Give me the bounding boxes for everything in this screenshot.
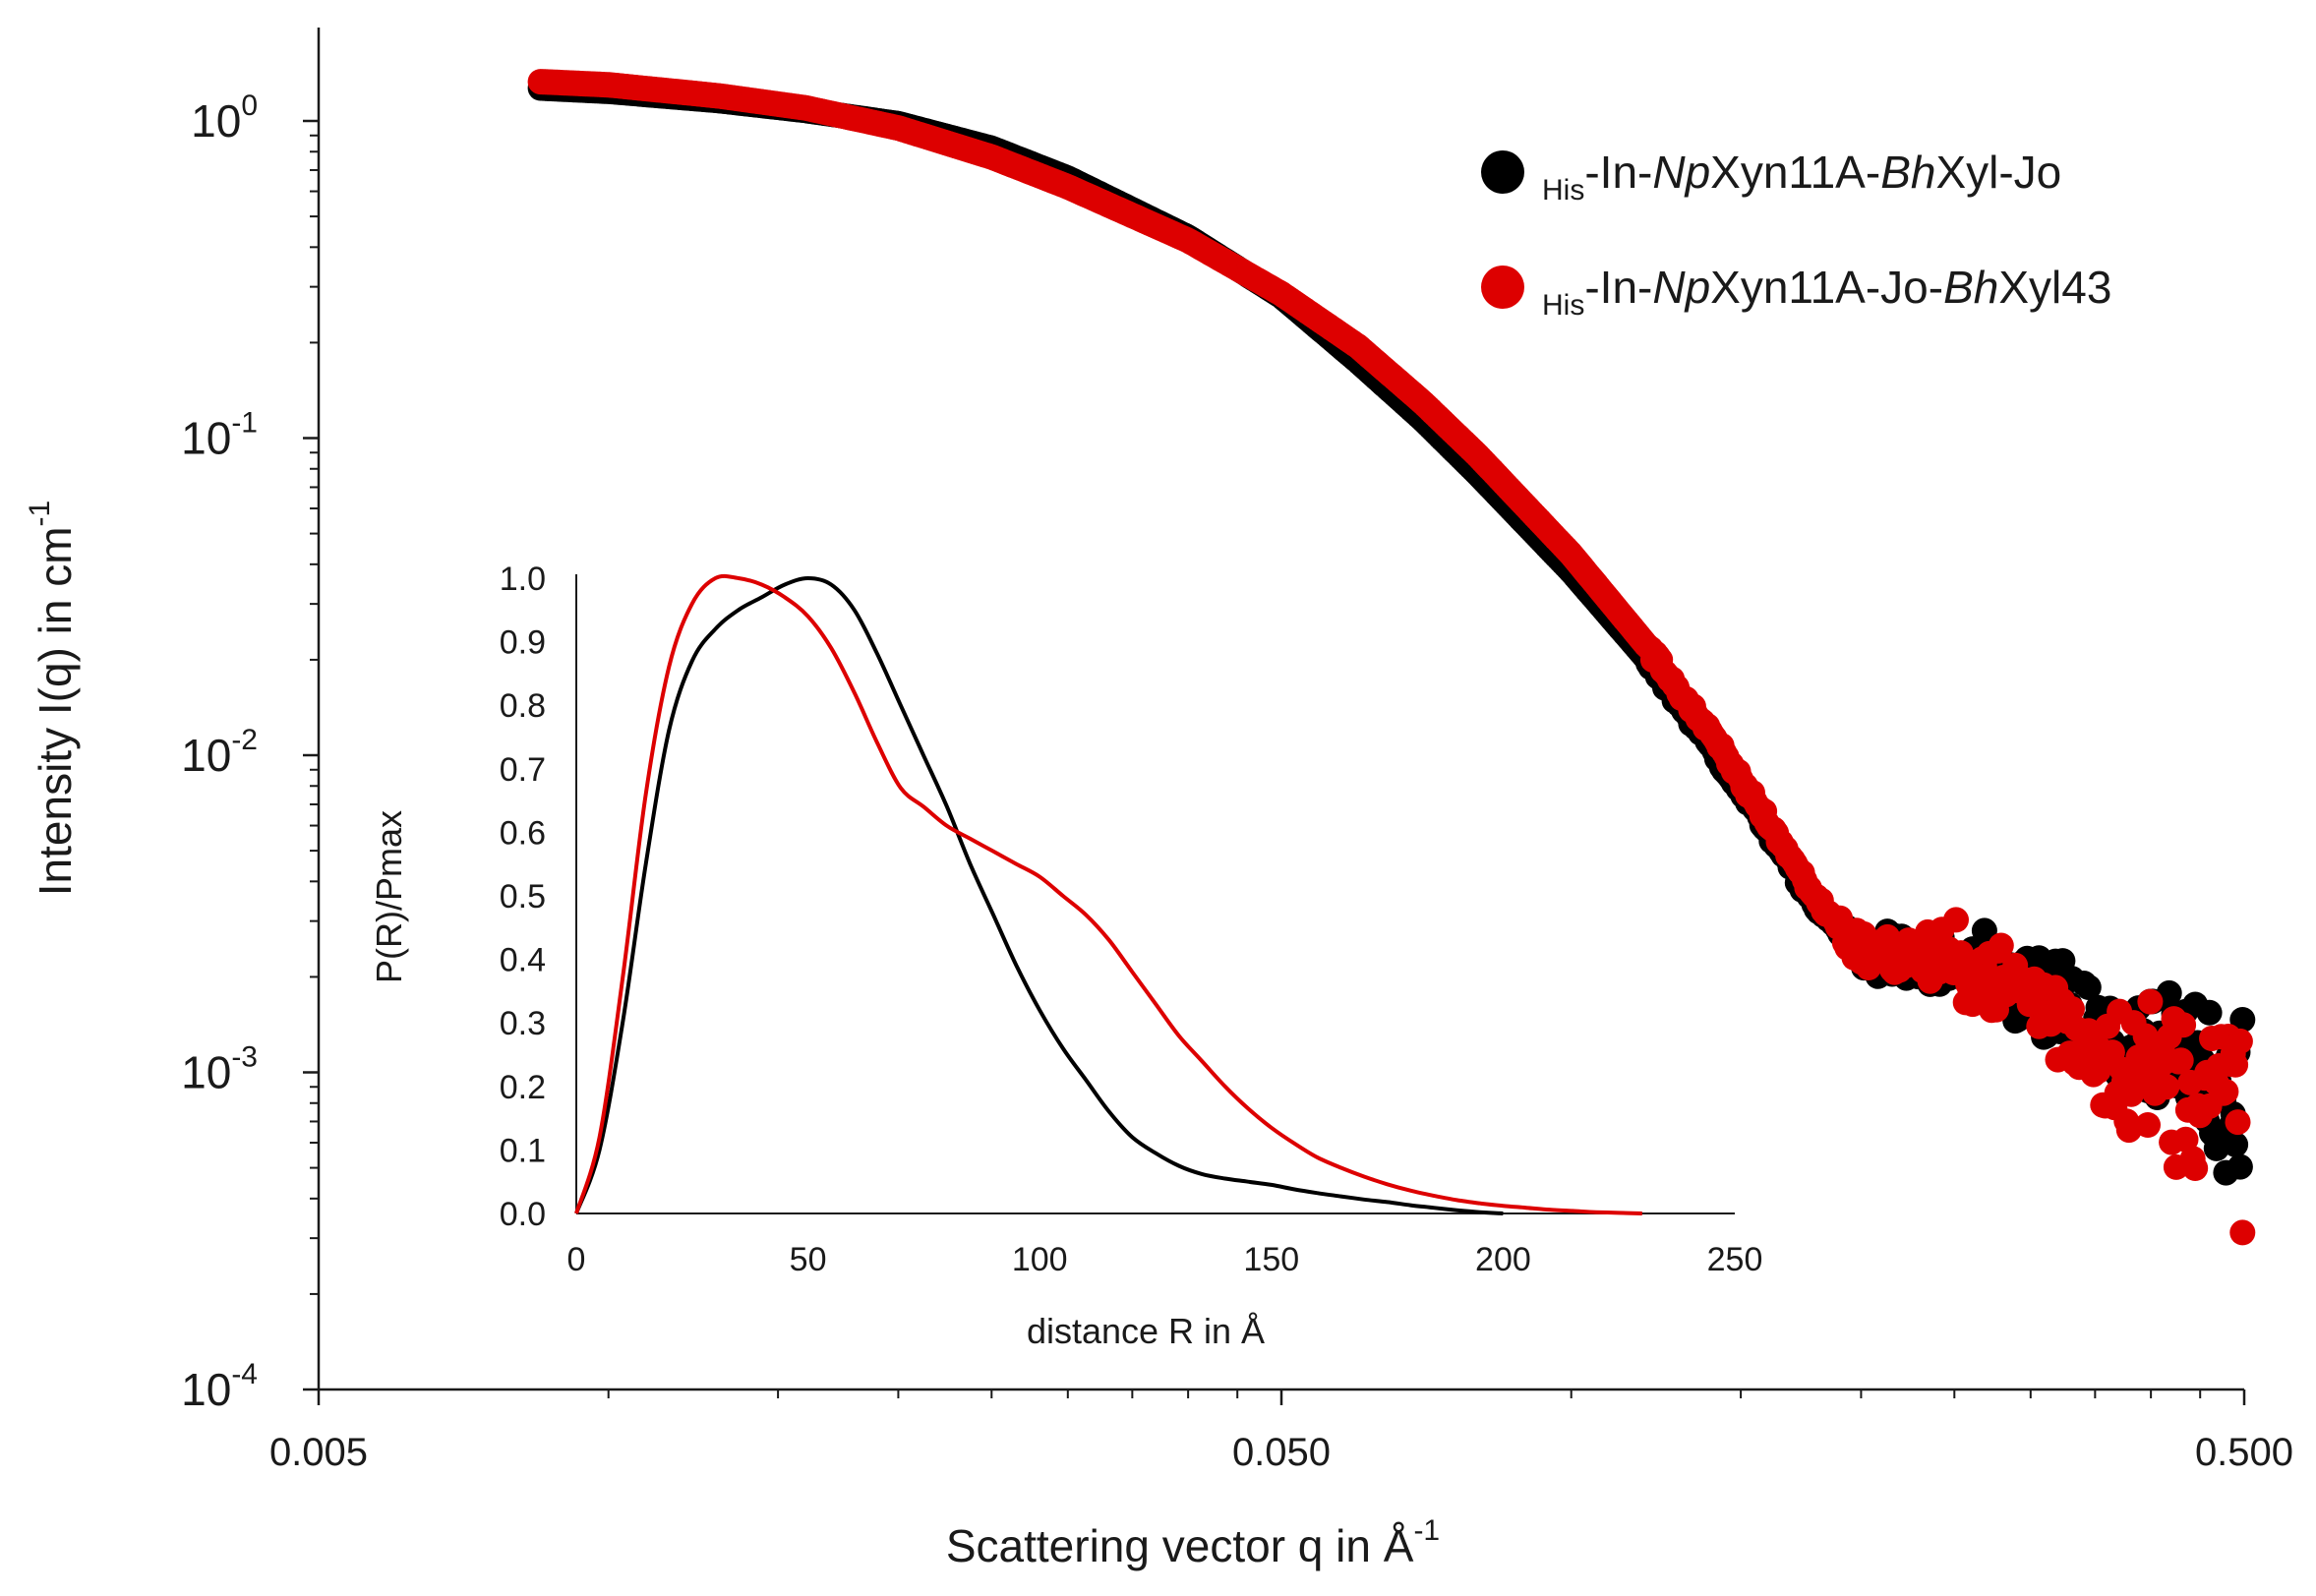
data-point xyxy=(2075,975,2102,1000)
inset-x-tick-label: 250 xyxy=(1707,1241,1763,1278)
text-span: His xyxy=(1542,289,1584,322)
y-tick-label: 10-2 xyxy=(181,724,258,781)
inset-x-tick-label: 200 xyxy=(1475,1241,1531,1278)
data-point xyxy=(2154,1074,2180,1100)
y-tick-label: 100 xyxy=(191,89,258,147)
data-point xyxy=(2059,996,2085,1022)
text-span: Xyn11A- xyxy=(1710,147,1880,198)
text-span: 10 xyxy=(181,413,231,464)
data-point xyxy=(2168,1047,2194,1074)
inset-y-tick-label: 0.0 xyxy=(500,1196,546,1233)
text-span: -In- xyxy=(1584,147,1652,198)
inset-series-line-2 xyxy=(574,573,1642,1215)
x-tick-label: 0.500 xyxy=(2195,1431,2293,1474)
text-span: 10 xyxy=(191,95,241,147)
legend-marker-2 xyxy=(1481,266,1524,309)
legend-label-1: His-In-NpXyn11A-BhXyl-Jo xyxy=(1542,147,2061,207)
inset-y-tick-label: 0.7 xyxy=(500,751,546,789)
text-span: 10 xyxy=(181,730,231,781)
inset-y-axis-title: P(R)/Pmax xyxy=(369,810,409,983)
inset-x-tick-label: 100 xyxy=(1012,1241,1068,1278)
text-span: Xyl43 xyxy=(1998,262,2111,313)
data-point xyxy=(2213,1079,2239,1105)
inset-y-tick-label: 1.0 xyxy=(500,561,546,598)
data-point xyxy=(2227,1153,2253,1180)
series-markers-2 xyxy=(527,69,2256,1246)
inset-x-tick-label: 0 xyxy=(567,1241,586,1278)
data-point xyxy=(2225,1109,2251,1136)
data-point xyxy=(2203,1135,2229,1161)
text-span: Xyn11A-Jo- xyxy=(1710,262,1943,313)
data-point xyxy=(2229,1219,2256,1246)
text-span: 0 xyxy=(241,89,258,122)
text-span: Intensity I(q) in cm xyxy=(30,526,81,896)
y-tick-label: 10-4 xyxy=(181,1358,258,1415)
text-span: -In- xyxy=(1584,262,1652,313)
text-span: Xyl-Jo xyxy=(1935,147,2061,198)
legend: His-In-NpXyn11A-BhXyl-JoHis-In-NpXyn11A-… xyxy=(1481,147,2111,322)
text-span: Bh xyxy=(1943,262,1998,313)
data-point xyxy=(2182,1155,2209,1181)
text-span: -4 xyxy=(231,1358,258,1390)
data-point xyxy=(2135,1112,2161,1138)
inset-y-tick-label: 0.4 xyxy=(500,942,546,979)
inset-y-tick-label: 0.9 xyxy=(500,624,546,662)
inset-y-tick-label: 0.5 xyxy=(500,878,546,916)
text-span: -2 xyxy=(231,724,258,756)
legend-marker-1 xyxy=(1481,150,1524,194)
y-tick-label: 10-3 xyxy=(181,1041,258,1098)
inset-y-tick-label: 0.2 xyxy=(500,1069,546,1106)
data-point xyxy=(2137,988,2164,1015)
main-plot-markers xyxy=(527,69,2256,1246)
inset-y-tick-label: 0.8 xyxy=(500,687,546,725)
text-span: 10 xyxy=(181,1364,231,1415)
y-tick-label: 10-1 xyxy=(181,407,258,464)
text-span: Np xyxy=(1652,147,1710,198)
data-point xyxy=(1988,932,2014,959)
text-span: Bh xyxy=(1880,147,1935,198)
inset-y-tick-label: 0.3 xyxy=(500,1005,546,1042)
text-span: His xyxy=(1542,174,1584,207)
data-point xyxy=(2227,1028,2253,1054)
y-axis-title: Intensity I(q) in cm-1 xyxy=(24,501,81,896)
inset-x-tick-label: 150 xyxy=(1243,1241,1299,1278)
legend-label-2: His-In-NpXyn11A-Jo-BhXyl43 xyxy=(1542,262,2111,322)
x-tick-label: 0.005 xyxy=(269,1431,368,1474)
text-span: -1 xyxy=(1413,1514,1440,1547)
inset-series-line-1 xyxy=(574,576,1504,1215)
data-point xyxy=(2196,999,2223,1026)
x-tick-label: 0.050 xyxy=(1232,1431,1331,1474)
data-point xyxy=(1943,907,1969,933)
data-point xyxy=(2223,1051,2249,1078)
text-span: -1 xyxy=(231,407,258,440)
inset-y-tick-label: 0.1 xyxy=(500,1132,546,1169)
data-point xyxy=(2223,1131,2249,1157)
inset-plot: 0.0 0.1 0.2 0.3 0.4 0.5 0.6 0.7 0.8 0.9 1.0 0 50 100 1… xyxy=(369,561,1762,1351)
data-point xyxy=(2170,1012,2197,1038)
x-axis-title: Scattering vector q in Å-1 xyxy=(946,1514,1440,1571)
text-span: -1 xyxy=(24,501,56,527)
data-point xyxy=(2229,1007,2256,1033)
text-span: Scattering vector q in Å xyxy=(946,1520,1414,1571)
inset-x-tick-label: 50 xyxy=(790,1241,827,1278)
text-span: -3 xyxy=(231,1041,258,1074)
text-span: Np xyxy=(1652,262,1710,313)
inset-y-tick-label: 0.6 xyxy=(500,814,546,852)
text-span: 10 xyxy=(181,1047,231,1098)
inset-x-axis-title: distance R in Å xyxy=(1027,1311,1265,1351)
